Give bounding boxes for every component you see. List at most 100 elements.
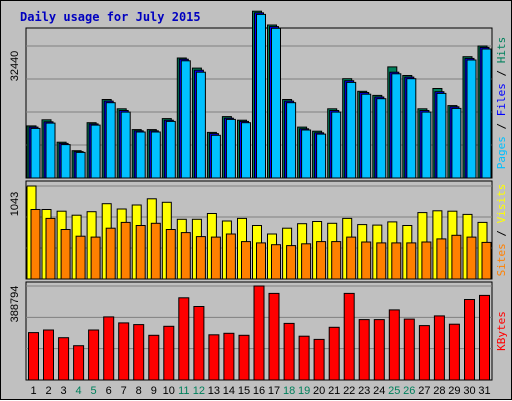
- bar-kbytes-day-31: [479, 294, 490, 381]
- series-axis-label-part: Pages: [495, 136, 508, 169]
- bar-pages-day-12: [195, 71, 206, 179]
- bar-pages-day-25: [391, 73, 402, 179]
- x-tick-day-13: 13: [208, 385, 220, 397]
- bar-kbytes-day-27: [418, 325, 430, 381]
- bar-kbytes-day-11: [178, 297, 190, 381]
- x-tick-day-14: 14: [223, 385, 235, 397]
- bar-sites-day-18: [286, 245, 297, 280]
- bar-pages-day-11: [180, 60, 191, 179]
- bar-pages-day-26: [406, 78, 417, 179]
- bar-kbytes-day-28: [433, 315, 445, 381]
- bar-pages-day-20: [316, 133, 327, 179]
- bar-pages-day-19: [301, 129, 312, 179]
- bar-kbytes-day-1: [28, 332, 39, 381]
- x-tick-day-8: 8: [136, 385, 142, 397]
- bar-sites-day-19: [301, 243, 312, 280]
- x-tick-day-22: 22: [343, 385, 355, 397]
- x-tick-day-4: 4: [76, 385, 82, 397]
- x-tick-day-15: 15: [238, 385, 250, 397]
- bar-sites-day-14: [225, 233, 236, 280]
- bar-kbytes-day-10: [163, 325, 175, 381]
- bar-sites-day-30: [466, 236, 477, 280]
- bar-sites-day-16: [256, 242, 266, 280]
- bar-kbytes-day-26: [403, 318, 415, 381]
- bar-sites-day-23: [361, 241, 372, 280]
- bar-sites-day-7: [120, 221, 131, 280]
- bar-pages-day-16: [256, 13, 266, 179]
- bar-sites-day-13: [210, 236, 221, 280]
- bar-pages-day-13: [210, 134, 221, 179]
- series-axis-label: KBytes: [495, 311, 508, 351]
- x-tick-day-9: 9: [151, 385, 157, 397]
- x-tick-day-16: 16: [253, 385, 265, 397]
- x-tick-day-31: 31: [478, 385, 490, 397]
- x-tick-day-18: 18: [283, 385, 295, 397]
- x-tick-day-26: 26: [403, 385, 415, 397]
- y-max-label: 1043: [9, 192, 21, 216]
- bar-pages-day-30: [466, 59, 477, 179]
- bar-kbytes-day-9: [148, 334, 160, 381]
- bar-pages-day-23: [361, 93, 372, 179]
- bar-kbytes-day-15: [238, 334, 250, 381]
- x-tick-day-2: 2: [45, 385, 51, 397]
- x-tick-day-1: 1: [30, 385, 36, 397]
- bar-kbytes-day-12: [193, 306, 205, 381]
- series-axis-label: Sites / Visits: [495, 184, 508, 277]
- bar-sites-day-20: [316, 241, 327, 280]
- bar-sites-day-1: [30, 209, 41, 280]
- bar-kbytes-day-23: [358, 319, 370, 381]
- chart-title: Daily usage for July 2015: [20, 10, 201, 24]
- x-tick-day-27: 27: [418, 385, 430, 397]
- bar-sites-day-21: [331, 241, 342, 280]
- panel-hits-files-pages: 32440 Pages / Files / Hits: [9, 10, 508, 179]
- series-axis-label-part: Files: [495, 83, 508, 116]
- series-axis-label-part: /: [495, 63, 508, 83]
- x-tick-day-23: 23: [358, 385, 370, 397]
- y-max-label: 32440: [9, 51, 21, 82]
- bar-pages-day-15: [241, 122, 251, 179]
- x-tick-day-20: 20: [313, 385, 325, 397]
- series-axis-label-part: Hits: [495, 37, 508, 64]
- x-tick-day-6: 6: [106, 385, 112, 397]
- bar-pages-day-14: [225, 118, 236, 179]
- series-axis-label-part: /: [495, 116, 508, 136]
- x-tick-day-29: 29: [448, 385, 460, 397]
- bar-kbytes-day-30: [464, 299, 475, 381]
- bar-kbytes-day-4: [73, 345, 85, 381]
- x-tick-day-12: 12: [193, 385, 205, 397]
- bar-kbytes-day-24: [373, 319, 385, 381]
- series-axis-label-part: Sites: [495, 243, 508, 276]
- bar-sites-day-3: [60, 229, 71, 280]
- bar-sites-day-15: [241, 241, 251, 280]
- bar-pages-day-18: [286, 102, 297, 179]
- bar-sites-day-29: [451, 234, 462, 280]
- series-axis-label-part: KBytes: [495, 311, 508, 351]
- bar-pages-day-5: [90, 124, 101, 179]
- bar-pages-day-4: [75, 151, 86, 179]
- bar-kbytes-day-21: [328, 326, 340, 381]
- bar-kbytes-day-13: [208, 334, 220, 381]
- bar-pages-day-10: [165, 120, 176, 179]
- bar-pages-day-22: [346, 81, 357, 179]
- y-max-label: 388794: [9, 286, 21, 323]
- bar-kbytes-day-6: [103, 316, 115, 381]
- bar-kbytes-day-19: [298, 335, 310, 381]
- bar-sites-day-25: [391, 242, 402, 280]
- series-axis-label-part: Visits: [495, 184, 508, 224]
- bar-pages-day-31: [481, 48, 492, 179]
- bar-sites-day-26: [406, 242, 417, 280]
- bar-kbytes-day-14: [223, 332, 235, 381]
- bar-kbytes-day-3: [58, 337, 70, 381]
- bar-pages-day-6: [105, 102, 116, 179]
- bar-kbytes-day-16: [253, 285, 265, 381]
- x-tick-day-25: 25: [388, 385, 400, 397]
- x-tick-day-24: 24: [373, 385, 385, 397]
- bar-pages-day-24: [376, 98, 387, 179]
- series-axis-label: Pages / Files / Hits: [495, 37, 508, 170]
- x-tick-day-10: 10: [163, 385, 175, 397]
- bar-pages-day-21: [331, 111, 342, 179]
- bar-sites-day-12: [195, 236, 206, 280]
- bar-sites-day-24: [376, 242, 387, 280]
